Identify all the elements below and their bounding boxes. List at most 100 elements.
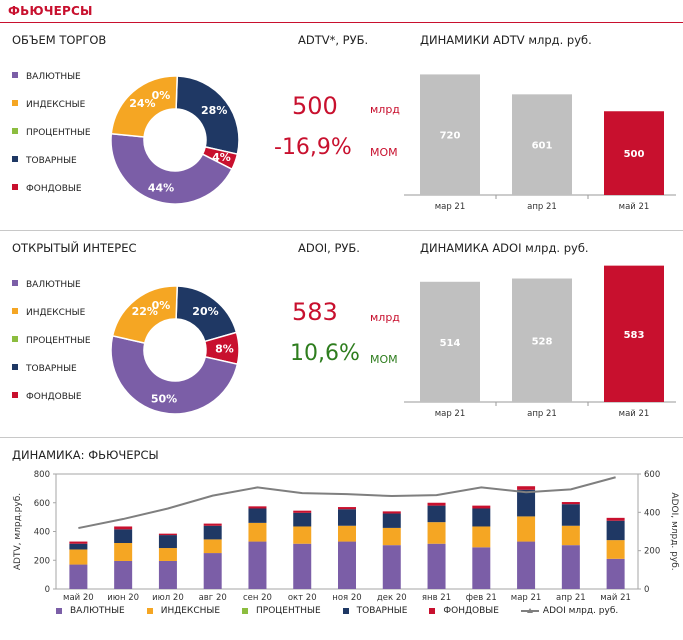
legend-item: ТОВАРНЫЕ <box>12 155 91 167</box>
legend-line-marker <box>520 608 539 613</box>
legend-item: ADOI млрд. руб. <box>520 606 618 616</box>
legend-item: ПРОЦЕНТНЫЕ <box>12 335 91 347</box>
interest-change: 10,6% <box>290 341 360 366</box>
legend-swatch-tovarnye <box>12 364 18 370</box>
legend-item: ПРОЦЕНТНЫЕ <box>12 127 91 139</box>
bar <box>604 265 664 402</box>
stacked-bar-tovarnye <box>293 512 312 527</box>
stacked-bar-fondovye <box>517 486 536 490</box>
legend-item: ФОНДОВЫЕ <box>12 183 91 195</box>
section-divider <box>0 437 683 438</box>
interest-donut-chart: 20% 8% 50% 22%0% <box>110 285 240 415</box>
bar-value-label: 601 <box>532 141 553 152</box>
stacked-bar-indeksnye <box>606 540 625 559</box>
stacked-bar-tovarnye <box>427 505 446 523</box>
bar <box>420 281 480 402</box>
stacked-bar-fondovye <box>293 510 312 513</box>
adoi-line <box>78 476 616 530</box>
legend-label: ВАЛЮТНЫЕ <box>26 280 81 290</box>
dynamics-title: ДИНАМИКА: ФЬЮЧЕРСЫ <box>12 448 159 462</box>
stacked-bar-valutnye <box>158 560 177 589</box>
x-tick-label: фев 21 <box>466 593 497 603</box>
stacked-bar-fondovye <box>338 507 356 510</box>
stacked-bar-fondovye <box>606 517 625 521</box>
bar-value-label: 500 <box>624 149 645 160</box>
y-axis-title: ADTV, млрд.руб. <box>13 493 23 570</box>
y-tick-label: 200 <box>34 556 50 566</box>
interest-legend: ВАЛЮТНЫЕ ИНДЕКСНЫЕ ПРОЦЕНТНЫЕ ТОВАРНЫЕ Ф… <box>12 279 91 403</box>
volume-metric-label: ADTV*, РУБ. <box>298 33 369 47</box>
donut-label-procentnye: 0% <box>152 299 171 312</box>
stacked-bar-tovarnye <box>517 489 536 517</box>
stacked-bar-valutnye <box>606 558 625 589</box>
legend-item: ТОВАРНЫЕ <box>12 363 91 375</box>
y2-tick-label: 0 <box>644 585 649 595</box>
stacked-bar-indeksnye <box>248 522 267 542</box>
adtv-chart-title: ДИНАМИКИ ADTV млрд. руб. <box>420 33 592 47</box>
donut-slice-tovarnye <box>175 75 240 156</box>
volume-donut-chart: 28%4%44%24%0% <box>110 75 240 205</box>
legend-label: ФОНДОВЫЕ <box>26 392 82 402</box>
volume-change: -16,9% <box>274 135 352 160</box>
x-tick-label: май 21 <box>619 202 650 212</box>
stacked-bar-fondovye <box>203 523 222 526</box>
stacked-bar-fondovye <box>427 502 446 506</box>
legend-swatch-fondovye <box>12 392 18 398</box>
stacked-bar-indeksnye <box>114 543 133 561</box>
stacked-bar-tovarnye <box>472 508 491 527</box>
legend-item: ИНДЕКСНЫЕ <box>12 307 91 319</box>
x-tick-label: май 21 <box>600 593 631 603</box>
legend-swatch-valutnye <box>56 608 62 614</box>
stacked-bar-tovarnye <box>606 520 625 541</box>
legend-swatch-fondovye <box>429 608 436 614</box>
legend-item: ФОНДОВЫЕ <box>12 391 91 403</box>
legend-item: ВАЛЮТНЫЕ <box>12 71 91 83</box>
x-tick-label: авг 20 <box>199 593 227 603</box>
stacked-bar-valutnye <box>114 560 133 589</box>
adtv-bar-chart: 720 мар 21 601 апр 21 500 май 21 <box>404 74 676 212</box>
legend-label: ИНДЕКСНЫЕ <box>26 100 86 110</box>
legend-swatch-procentnye <box>12 128 18 134</box>
stacked-bar-valutnye <box>427 543 446 589</box>
legend-item: ПРОЦЕНТНЫЕ <box>242 606 321 616</box>
legend-label: ТОВАРНЫЕ <box>26 364 77 374</box>
stacked-bar-valutnye <box>293 543 312 589</box>
bar <box>604 111 664 195</box>
stacked-bar-indeksnye <box>293 526 312 544</box>
interest-title: ОТКРЫТЫЙ ИНТЕРЕС <box>12 241 137 255</box>
donut-slice-valutnye <box>110 334 239 415</box>
volume-change-unit: МОМ <box>370 146 398 159</box>
y-tick-label: 0 <box>45 585 50 595</box>
x-tick-label: мар 21 <box>435 202 466 212</box>
x-tick-label: апр 21 <box>527 409 557 419</box>
donut-slice-valutnye <box>110 132 233 205</box>
stacked-bar-fondovye <box>561 502 580 505</box>
volume-value-unit: млрд <box>370 103 400 116</box>
legend-swatch-fondovye <box>12 184 18 190</box>
y2-tick-label: 400 <box>644 508 660 518</box>
stacked-bar-indeksnye <box>338 525 356 542</box>
donut-label-indeksnye: 22% <box>132 305 158 318</box>
donut-label-valutnye: 50% <box>151 392 177 405</box>
legend-swatch-valutnye <box>12 72 18 78</box>
stacked-bar-valutnye <box>382 545 401 589</box>
legend-label: ВАЛЮТНЫЕ <box>26 72 81 82</box>
y-tick-label: 600 <box>34 499 50 509</box>
legend-swatch-tovarnye <box>12 156 18 162</box>
dynamics-legend: ВАЛЮТНЫЕ ИНДЕКСНЫЕ ПРОЦЕНТНЫЕ ТОВАРНЫЕ Ф… <box>56 606 618 616</box>
legend-item: ТОВАРНЫЕ <box>342 606 407 616</box>
donut-label-procentnye: 0% <box>152 89 171 102</box>
volume-legend: ВАЛЮТНЫЕ ИНДЕКСНЫЕ ПРОЦЕНТНЫЕ ТОВАРНЫЕ Ф… <box>12 71 91 195</box>
bar-value-label: 514 <box>440 338 461 349</box>
stacked-bar-tovarnye <box>203 525 222 540</box>
stacked-bar-fondovye <box>114 526 133 530</box>
stacked-bar-fondovye <box>472 505 491 509</box>
stacked-bar-indeksnye <box>203 539 222 554</box>
bar <box>420 74 480 195</box>
bar <box>512 278 572 402</box>
stacked-bar-indeksnye <box>158 548 177 561</box>
donut-label-tovarnye: 28% <box>201 104 227 117</box>
x-tick-label: сен 20 <box>243 593 272 603</box>
legend-label: ИНДЕКСНЫЕ <box>26 308 86 318</box>
bar-value-label: 528 <box>532 336 553 347</box>
